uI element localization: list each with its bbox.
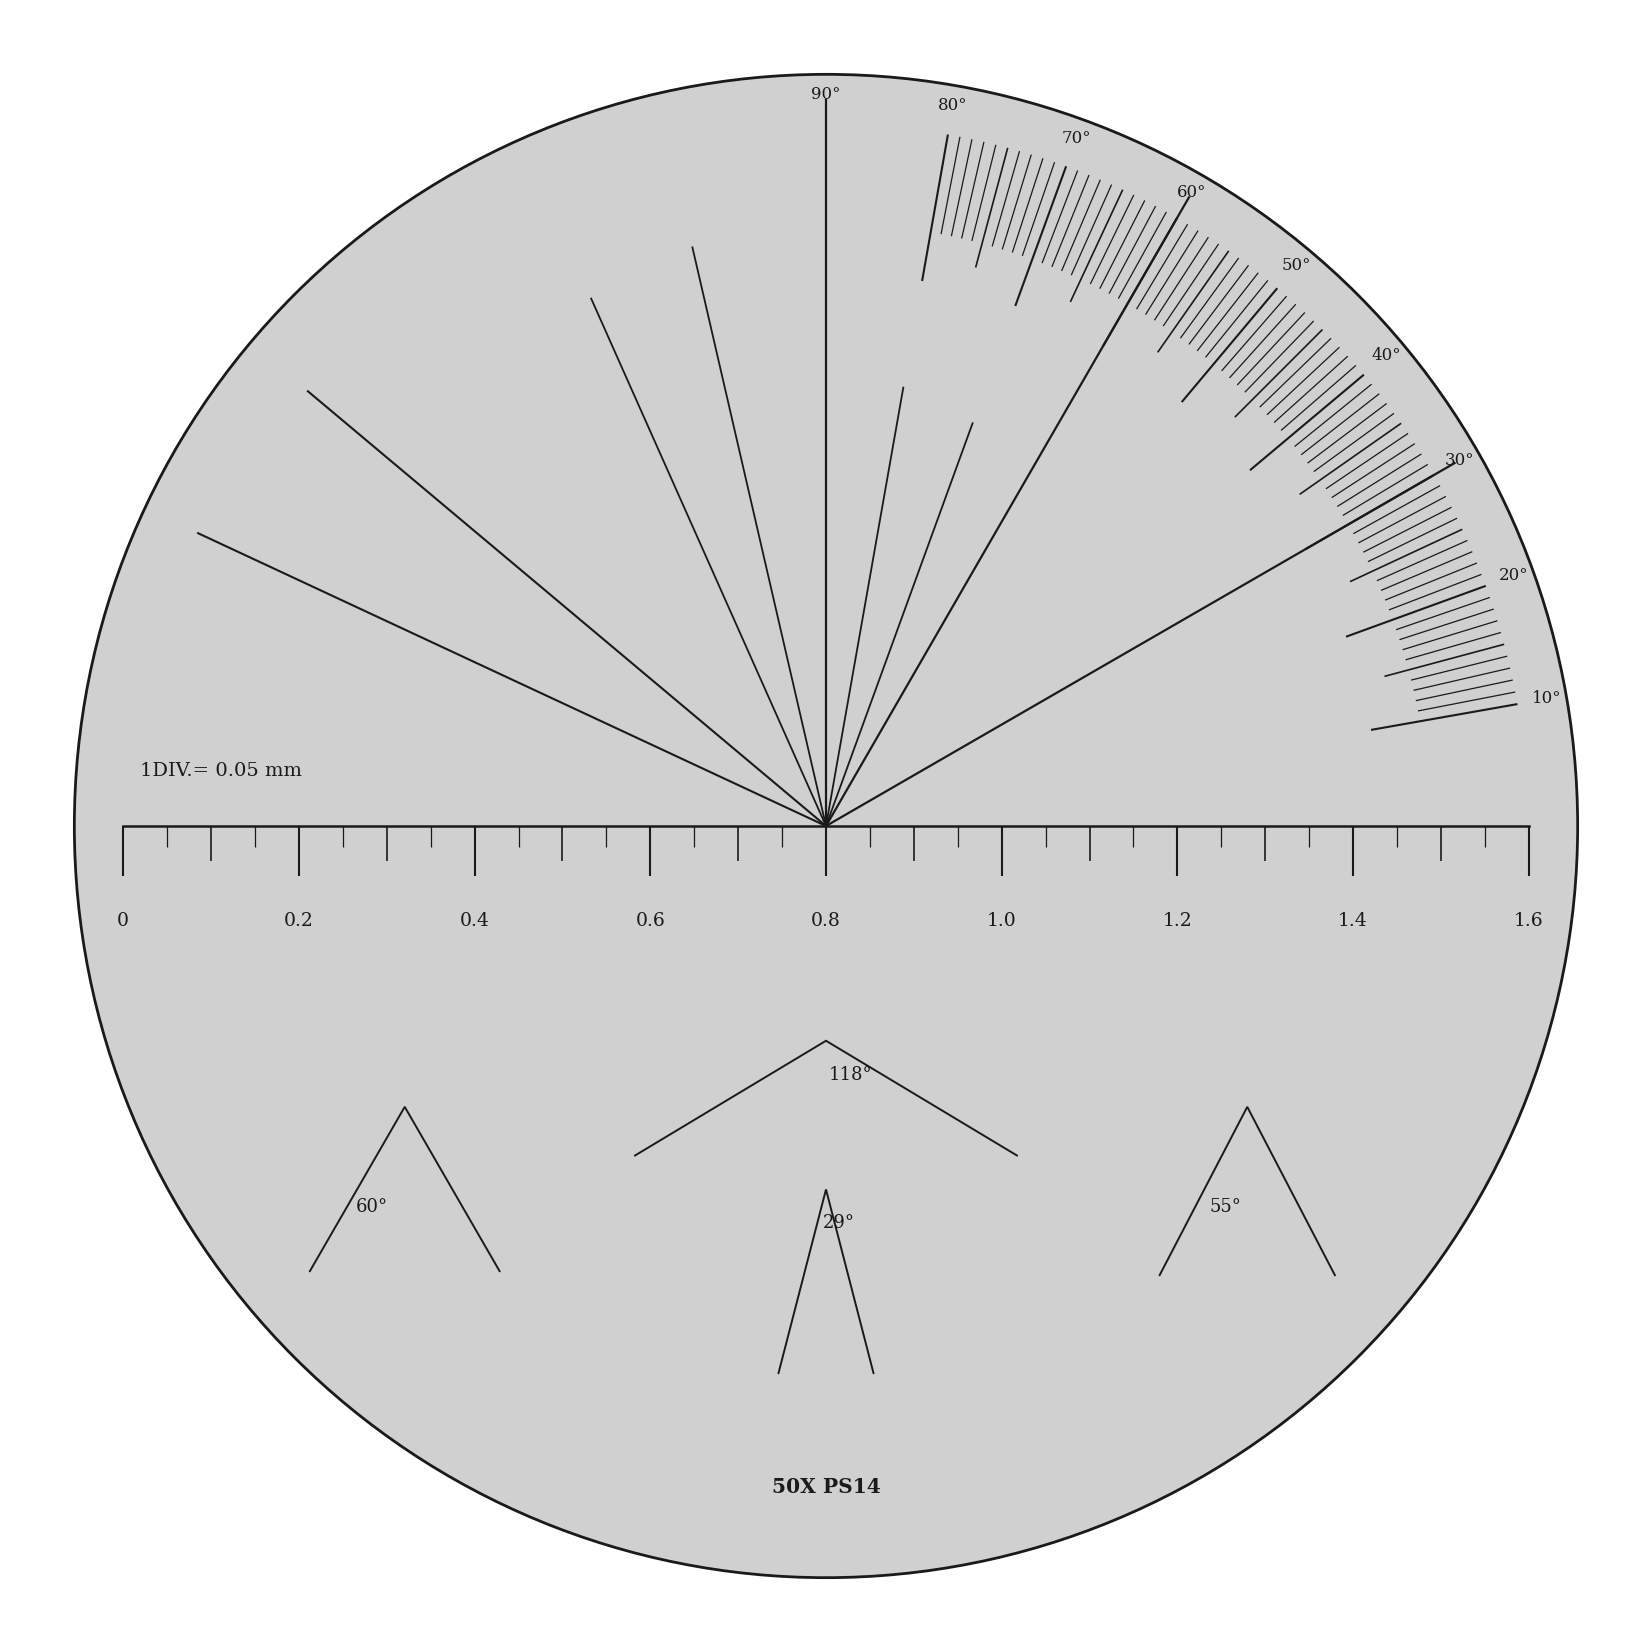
- Text: 10°: 10°: [1531, 691, 1561, 707]
- Text: 60°: 60°: [355, 1198, 388, 1216]
- Text: 20°: 20°: [1498, 567, 1528, 585]
- Text: 0.8: 0.8: [811, 912, 841, 930]
- Text: 40°: 40°: [1371, 347, 1401, 363]
- Text: 1.2: 1.2: [1163, 912, 1193, 930]
- Text: 30°: 30°: [1446, 451, 1475, 469]
- Text: 80°: 80°: [938, 97, 968, 114]
- Text: 1.6: 1.6: [1513, 912, 1543, 930]
- Text: 50X PS14: 50X PS14: [771, 1477, 881, 1497]
- Text: 90°: 90°: [811, 86, 841, 102]
- Text: 0.6: 0.6: [636, 912, 666, 930]
- Text: 60°: 60°: [1178, 183, 1206, 200]
- Text: 0: 0: [117, 912, 129, 930]
- Text: 1.4: 1.4: [1338, 912, 1368, 930]
- Text: 50°: 50°: [1282, 256, 1312, 274]
- Text: 0.2: 0.2: [284, 912, 314, 930]
- Text: 70°: 70°: [1062, 131, 1090, 147]
- Circle shape: [74, 74, 1578, 1578]
- Text: 1.0: 1.0: [986, 912, 1016, 930]
- Text: 0.4: 0.4: [459, 912, 489, 930]
- Text: 29°: 29°: [823, 1214, 856, 1232]
- Text: 1DIV.= 0.05 mm: 1DIV.= 0.05 mm: [140, 762, 302, 780]
- Text: 118°: 118°: [829, 1066, 872, 1084]
- Text: 55°: 55°: [1209, 1198, 1242, 1216]
